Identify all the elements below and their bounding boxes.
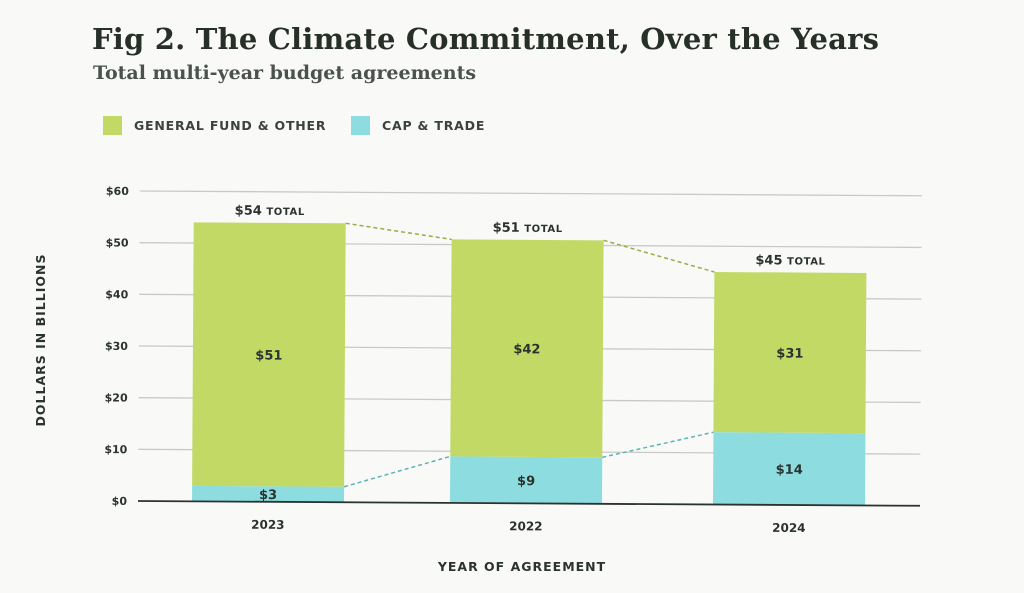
- total-suffix: TOTAL: [524, 224, 563, 235]
- total-suffix: TOTAL: [787, 256, 826, 267]
- bar-general-fund: [450, 239, 604, 458]
- total-label: $45 TOTAL: [755, 253, 825, 268]
- x-tick-label: 2022: [509, 519, 542, 533]
- bar-cap-trade: [449, 456, 603, 504]
- bar-label-cap-trade: $3: [259, 488, 277, 503]
- legend-item-cap-trade: CAP & TRADE: [351, 116, 485, 135]
- chart-subtitle: Total multi-year budget agreements: [93, 62, 477, 84]
- bar-label-general-fund: $31: [776, 346, 803, 361]
- x-tick-label: 2023: [251, 518, 284, 532]
- connector-cap-trade: [343, 455, 451, 488]
- bar-label-cap-trade: $14: [776, 463, 803, 478]
- legend-swatch-cap-trade: [351, 116, 370, 135]
- y-tick-label: $60: [106, 185, 129, 198]
- bar-label-general-fund: $42: [513, 342, 540, 357]
- bar-label-general-fund: $51: [255, 348, 282, 363]
- total-label: $51 TOTAL: [493, 221, 563, 236]
- connector-general-fund: [603, 239, 715, 273]
- connector-cap-trade: [602, 431, 714, 459]
- bar-cap-trade: [191, 485, 345, 503]
- bar-cap-trade: [712, 432, 866, 506]
- y-tick-label: $30: [105, 340, 128, 353]
- y-tick-label: $50: [106, 236, 129, 249]
- y-tick-label: $20: [105, 391, 128, 404]
- legend-item-general-fund: GENERAL FUND & OTHER: [103, 116, 326, 135]
- connector-general-fund: [345, 222, 452, 241]
- bar-label-cap-trade: $9: [517, 474, 535, 489]
- y-axis-label: DOLLARS IN BILLIONS: [33, 254, 48, 427]
- x-tick-label: 2024: [772, 521, 805, 535]
- y-tick-label: $40: [105, 288, 128, 301]
- chart-title: Fig 2. The Climate Commitment, Over the …: [92, 22, 880, 56]
- bar-general-fund: [713, 272, 867, 434]
- total-suffix: TOTAL: [266, 207, 305, 218]
- x-axis-label: YEAR OF AGREEMENT: [437, 559, 606, 574]
- gridline: [139, 190, 922, 197]
- legend-label: GENERAL FUND & OTHER: [134, 118, 327, 133]
- y-tick-label: $10: [104, 443, 127, 456]
- legend-swatch-general-fund: [103, 116, 122, 135]
- y-tick-label: $0: [112, 495, 128, 508]
- legend-label: CAP & TRADE: [382, 118, 486, 133]
- x-axis-line: [137, 500, 920, 507]
- bar-general-fund: [192, 222, 346, 487]
- total-label: $54 TOTAL: [235, 204, 305, 219]
